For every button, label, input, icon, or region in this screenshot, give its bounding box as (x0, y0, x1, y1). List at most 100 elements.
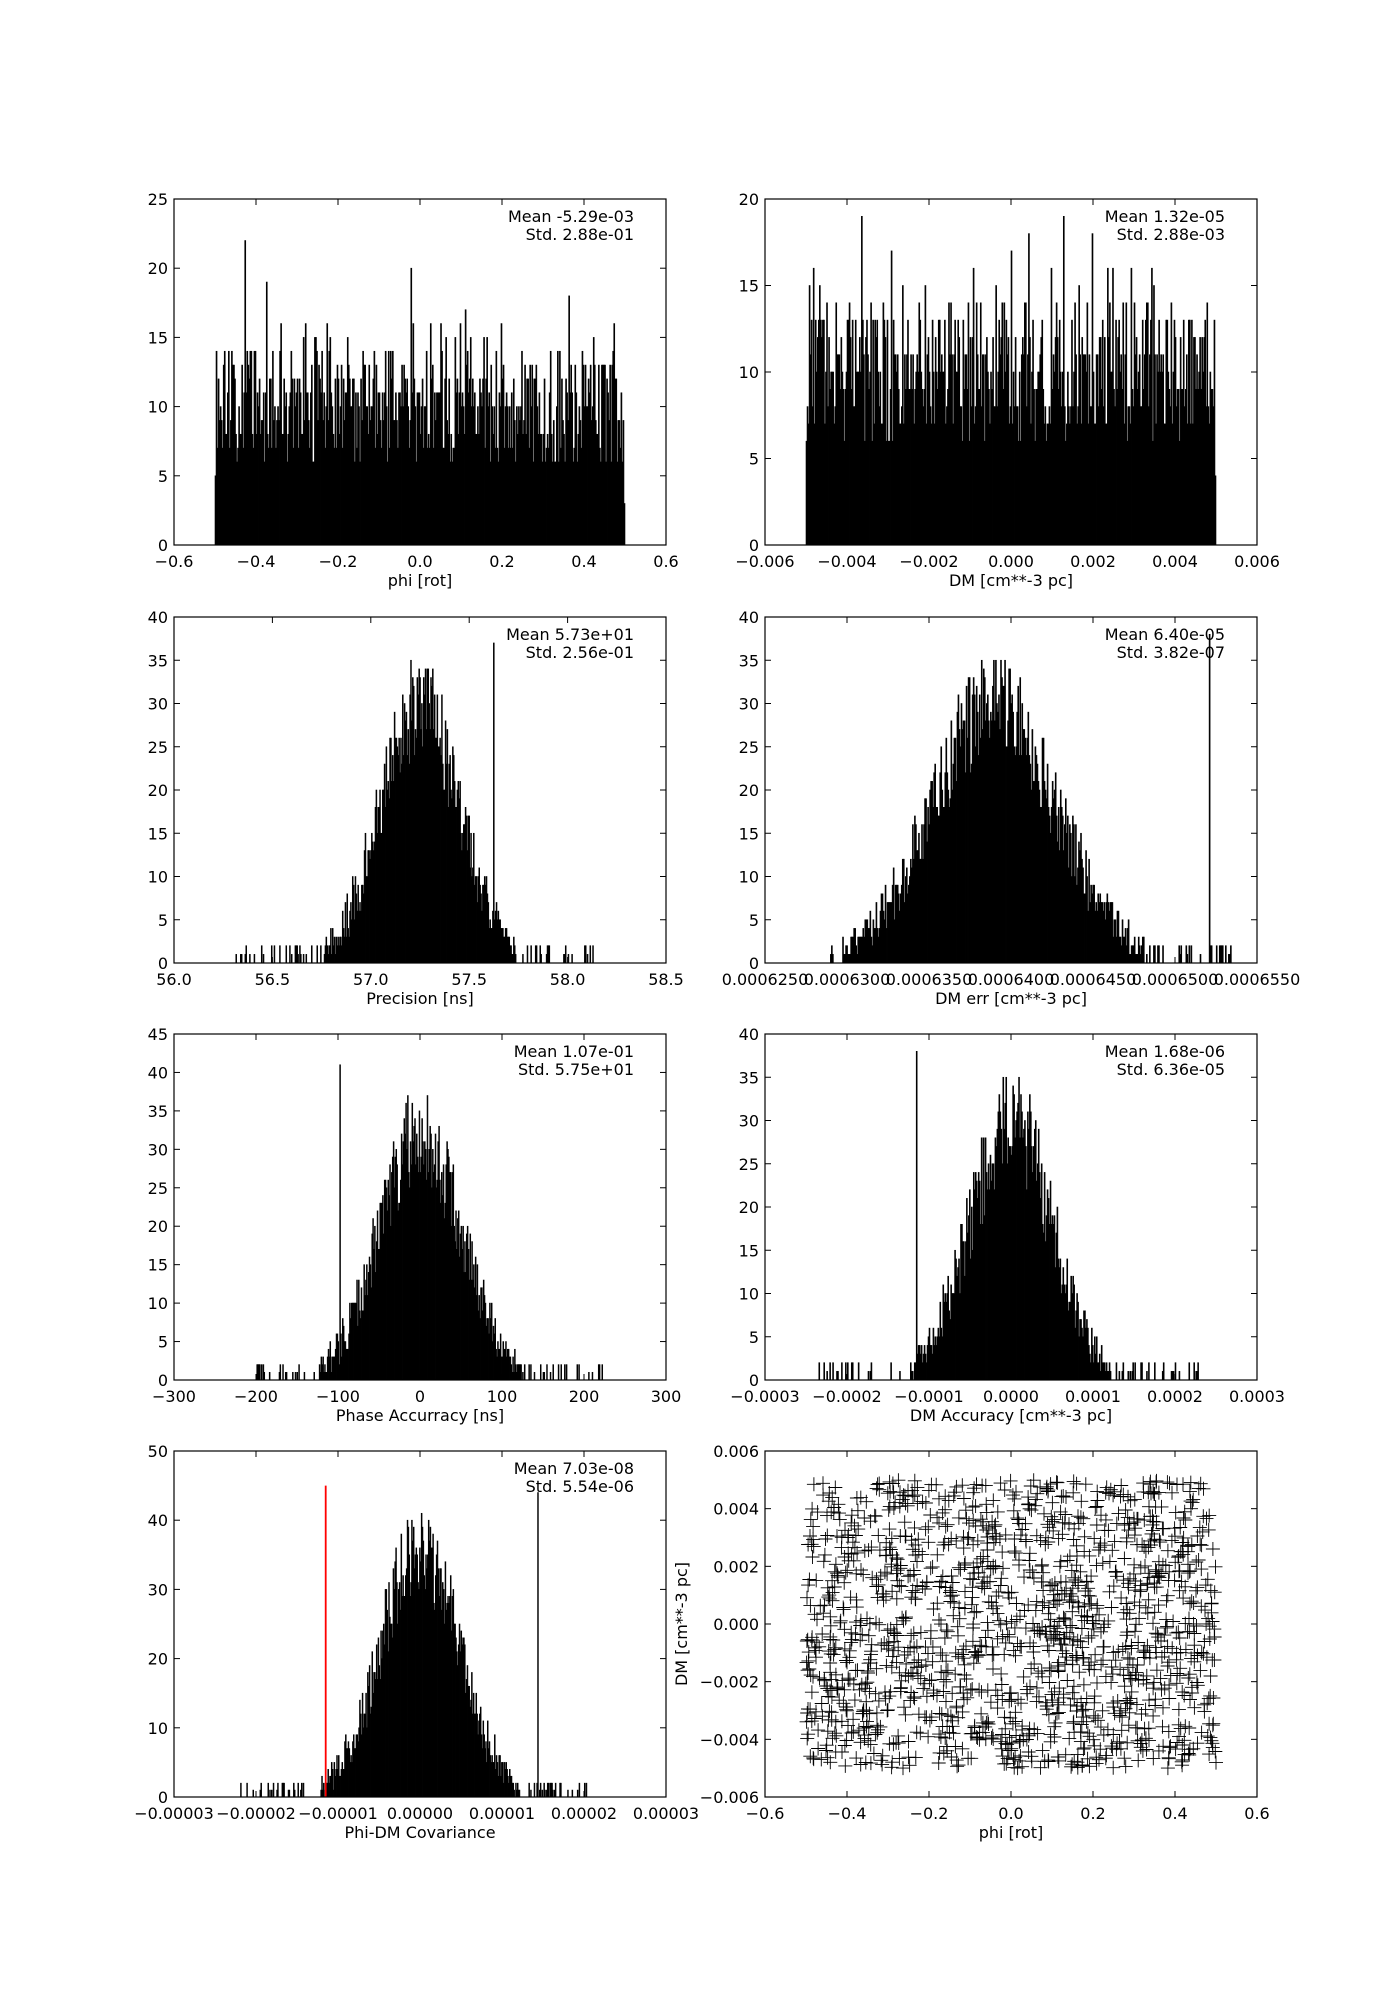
scatter-point (836, 1602, 851, 1617)
scatter-point (1181, 1557, 1195, 1572)
scatter-point (823, 1665, 838, 1680)
y-tick-label: 0.002 (713, 1557, 759, 1576)
subplot-1: −0.6 −0.4 −0.2 0.0 0.2 0.4 0.6 0 5 10 15 20 25 phi [r… (148, 190, 679, 590)
scatter-point (1190, 1648, 1205, 1663)
scatter-point (1075, 1758, 1090, 1772)
scatter-point (848, 1627, 863, 1642)
scatter-point (1185, 1495, 1200, 1510)
scatter-point (1004, 1693, 1019, 1708)
scatter-point (980, 1683, 995, 1698)
x-tick-label: −0.2 (910, 1804, 949, 1823)
y-tick-label: 15 (148, 1256, 168, 1275)
scatter-point (882, 1474, 897, 1489)
y-tick-label: 5 (749, 911, 759, 930)
scatter-point (857, 1511, 872, 1525)
scatter-point (1041, 1707, 1056, 1722)
histogram-bar (543, 1372, 546, 1381)
x-tick-label: 0.0006550 (1214, 970, 1301, 989)
scatter-point (1019, 1534, 1034, 1549)
scatter-point (1035, 1598, 1050, 1613)
scatter-point (1124, 1641, 1139, 1656)
y-tick-label: 25 (739, 738, 759, 757)
histogram-bar (623, 503, 626, 546)
scatter-point (1170, 1735, 1185, 1750)
scatter-point (1146, 1751, 1161, 1766)
scatter-point (992, 1613, 1006, 1628)
scatter-point (1017, 1570, 1031, 1585)
scatter-point (1089, 1518, 1104, 1532)
histogram-bar (845, 1362, 847, 1381)
histogram-bar (1158, 945, 1160, 964)
scatter-point (799, 1714, 814, 1729)
scatter-point (1008, 1714, 1023, 1729)
scatter-point (907, 1473, 922, 1488)
scatter-point (998, 1527, 1013, 1542)
scatter-point (1206, 1716, 1221, 1731)
scatter-point (1099, 1480, 1114, 1495)
scatter-point (903, 1693, 918, 1708)
scatter-point (1101, 1613, 1116, 1628)
scatter-point (1035, 1620, 1050, 1635)
scatter-point (824, 1505, 839, 1520)
histogram-bar (520, 1364, 522, 1381)
scatter-point (1051, 1753, 1066, 1768)
histogram-bar (530, 1789, 532, 1798)
scatter-point (1007, 1532, 1022, 1546)
scatter-point (886, 1501, 901, 1515)
scatter-point (923, 1508, 938, 1522)
scatter-point (913, 1625, 928, 1640)
scatter-point (824, 1712, 839, 1727)
scatter-point (1098, 1669, 1113, 1684)
scatter-point (1176, 1477, 1190, 1492)
scatter-point (809, 1650, 823, 1665)
scatter-point (1088, 1613, 1103, 1628)
scatter-point (897, 1700, 911, 1715)
scatter-point (830, 1529, 844, 1544)
histogram-bar (260, 1782, 262, 1798)
data-marks (256, 1064, 604, 1381)
scatter-point (1005, 1716, 1020, 1731)
scatter-point (1102, 1554, 1117, 1569)
scatter-point (830, 1568, 845, 1583)
scatter-point (891, 1473, 906, 1488)
scatter-point (1131, 1753, 1146, 1768)
scatter-point (970, 1647, 985, 1662)
scatter-point (838, 1565, 853, 1580)
scatter-point (1183, 1692, 1197, 1707)
scatter-point (895, 1610, 910, 1625)
mean-annotation: Mean 5.73e+01 (506, 625, 634, 644)
scatter-point (1000, 1627, 1015, 1642)
scatter-point (849, 1592, 864, 1607)
histogram-bar (1132, 1362, 1134, 1381)
scatter-point (1006, 1503, 1021, 1518)
scatter-point (1089, 1750, 1104, 1765)
scatter-point (800, 1590, 814, 1605)
scatter-point (925, 1654, 940, 1669)
scatter-point (1065, 1581, 1080, 1596)
y-tick-label: −0.004 (700, 1730, 759, 1749)
scatter-point (850, 1663, 865, 1678)
scatter-point (830, 1682, 845, 1697)
scatter-point (1084, 1628, 1099, 1643)
scatter-point (1070, 1650, 1084, 1665)
histogram-bar (260, 1364, 263, 1381)
scatter-point (1035, 1557, 1050, 1572)
scatter-point (1132, 1611, 1147, 1626)
scatter-point (907, 1520, 922, 1535)
scatter-point (1086, 1732, 1101, 1747)
scatter-point (893, 1561, 908, 1576)
scatter-point (1193, 1537, 1208, 1552)
scatter-point (1067, 1754, 1082, 1769)
scatter-point (1197, 1697, 1212, 1712)
scatter-point (844, 1508, 859, 1523)
scatter-point (1200, 1572, 1215, 1587)
scatter-point (1029, 1594, 1044, 1609)
scatter-point (1047, 1512, 1062, 1527)
mean-annotation: Mean -5.29e-03 (508, 207, 634, 226)
scatter-point (824, 1690, 839, 1704)
scatter-point (804, 1685, 819, 1700)
scatter-point (833, 1615, 848, 1630)
histogram-bar (298, 1364, 300, 1381)
scatter-point (822, 1591, 837, 1606)
scatter-point (1147, 1675, 1161, 1690)
